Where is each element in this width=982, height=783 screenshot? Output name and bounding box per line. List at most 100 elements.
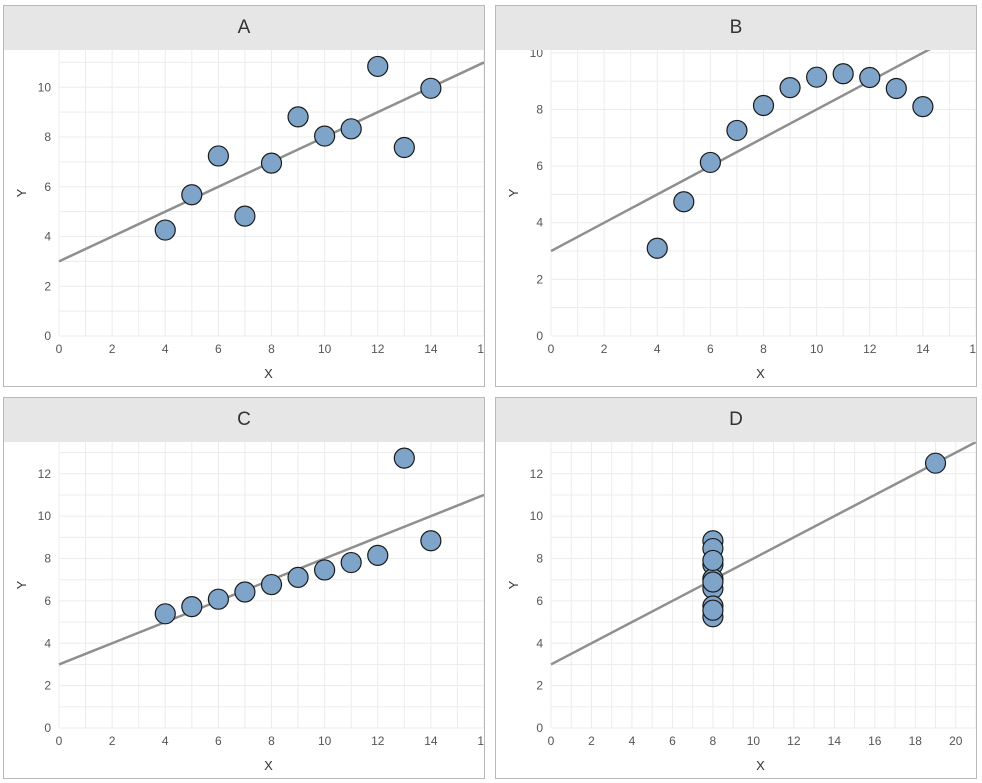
data-point [646, 237, 668, 259]
data-point [314, 559, 336, 581]
data-point [154, 603, 176, 625]
x-tick-label: 4 [162, 342, 169, 356]
y-tick-label: 6 [44, 180, 51, 194]
x-tick-label: 0 [56, 734, 63, 748]
x-tick-label: 14 [916, 342, 930, 356]
panel-title: B [496, 6, 976, 50]
scatter-plot-b: 0 2 4 6 8 10 12 14 16 0 2 4 6 8 10 X Y [506, 50, 976, 381]
data-point [779, 77, 801, 99]
y-tick-label: 6 [536, 159, 543, 173]
x-tick-label: 16 [477, 734, 484, 748]
y-tick-label: 10 [38, 80, 52, 94]
scatter-plot-d: 0 2 4 6 8 10 12 14 16 18 20 0 2 4 6 8 10 12 X Y [506, 442, 976, 773]
x-tick-label: 18 [909, 734, 923, 748]
data-point [702, 549, 724, 572]
x-tick-label: 4 [654, 342, 661, 356]
regression-line [550, 50, 931, 253]
data-point [885, 77, 907, 100]
panel-a: A 0 2 4 6 8 10 12 14 16 0 2 4 6 8 10 X Y [3, 5, 485, 387]
x-tick-label: 16 [868, 734, 882, 748]
y-tick-label: 0 [536, 721, 543, 735]
data-point [260, 152, 283, 174]
x-tick-label: 2 [601, 342, 608, 356]
data-point [673, 191, 695, 213]
y-tick-label: 10 [38, 509, 52, 523]
data-point [260, 573, 283, 596]
x-tick-label: 2 [109, 734, 116, 748]
scatter-plot-c: 0 2 4 6 8 10 12 14 16 0 2 4 6 8 10 12 X Y [14, 442, 484, 773]
data-point [181, 184, 203, 206]
y-tick-label: 2 [44, 279, 51, 293]
data-point [393, 136, 415, 159]
y-tick-label: 0 [44, 721, 51, 735]
data-point [154, 219, 176, 241]
panel-title: C [4, 398, 484, 442]
x-tick-label: 10 [318, 342, 332, 356]
x-tick-label: 6 [707, 342, 714, 356]
y-tick-label: 6 [44, 594, 51, 608]
x-tick-label: 4 [629, 734, 636, 748]
y-tick-label: 4 [536, 636, 543, 650]
x-axis-label: X [756, 758, 765, 773]
x-tick-label: 6 [669, 734, 676, 748]
x-axis-label: X [756, 366, 765, 381]
x-tick-label: 14 [424, 734, 438, 748]
y-tick-label: 4 [44, 636, 51, 650]
y-tick-label: 6 [536, 594, 543, 608]
x-tick-label: 10 [810, 342, 824, 356]
data-point [287, 566, 309, 588]
data-point [340, 118, 362, 140]
data-point [181, 596, 203, 618]
data-point [234, 581, 256, 603]
x-tick-label: 14 [828, 734, 842, 748]
x-tick-label: 12 [787, 734, 801, 748]
data-point [702, 599, 724, 621]
x-tick-label: 2 [109, 342, 116, 356]
x-tick-label: 8 [710, 734, 717, 748]
y-axis-label: Y [14, 188, 29, 197]
x-tick-label: 8 [760, 342, 767, 356]
y-tick-label: 0 [44, 329, 51, 343]
x-tick-label: 4 [162, 734, 169, 748]
x-tick-label: 14 [424, 342, 438, 356]
x-tick-label: 6 [215, 342, 222, 356]
y-tick-label: 2 [44, 679, 51, 693]
y-tick-label: 10 [530, 509, 544, 523]
panel-title: D [496, 398, 976, 442]
y-tick-label: 2 [536, 272, 543, 286]
panel-d: D 0 2 4 6 8 10 12 14 16 18 20 0 2 4 6 8 10 12 X Y [495, 397, 977, 779]
y-tick-label: 8 [536, 102, 543, 116]
y-tick-label: 12 [530, 467, 544, 481]
data-point [340, 551, 362, 574]
data-point [832, 63, 854, 85]
y-tick-label: 10 [530, 50, 544, 60]
data-point [752, 94, 775, 117]
data-point [207, 145, 229, 167]
x-tick-label: 0 [56, 342, 63, 356]
data-point [420, 77, 442, 99]
y-tick-label: 4 [536, 216, 543, 230]
x-axis-label: X [264, 366, 273, 381]
data-point [367, 544, 389, 566]
x-tick-label: 20 [949, 734, 963, 748]
data-point [393, 447, 415, 469]
x-tick-label: 0 [548, 734, 555, 748]
scatter-plot-a: 0 2 4 6 8 10 12 14 16 0 2 4 6 8 10 X Y [14, 50, 484, 381]
data-point [859, 66, 881, 89]
x-axis-label: X [264, 758, 273, 773]
x-tick-label: 12 [371, 342, 385, 356]
data-point [699, 151, 721, 174]
data-point [287, 106, 309, 128]
data-point [234, 205, 256, 227]
x-tick-label: 2 [588, 734, 595, 748]
x-tick-label: 10 [318, 734, 332, 748]
y-tick-label: 8 [536, 552, 543, 566]
y-axis-label: Y [506, 188, 521, 197]
x-tick-label: 8 [268, 342, 275, 356]
data-point [806, 66, 828, 88]
x-tick-label: 12 [371, 734, 385, 748]
y-tick-label: 0 [536, 329, 543, 343]
data-point [912, 96, 934, 118]
x-tick-label: 6 [215, 734, 222, 748]
panel-title: A [4, 6, 484, 50]
